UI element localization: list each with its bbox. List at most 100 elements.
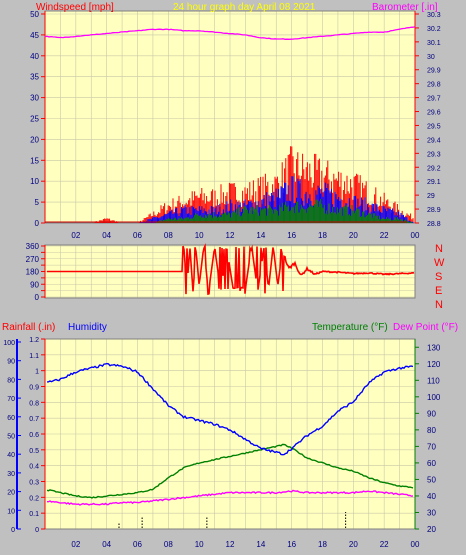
baro-y-tick-label: 29.7	[427, 96, 441, 103]
temp-x-tick-label: 12	[226, 540, 235, 549]
wind-y-tick-label: 15	[30, 156, 39, 165]
wind-x-tick-label: 18	[318, 231, 327, 240]
wind-y-tick-label: 0	[35, 219, 40, 228]
wind-x-tick-label: 22	[380, 231, 389, 240]
wind-x-tick-label: 04	[102, 231, 111, 240]
humidity-axis-label: Humidity	[68, 322, 107, 333]
humidity-series-line	[46, 362, 414, 456]
humidity-y-tick-label: 0	[11, 527, 15, 534]
temp-y-tick-label: 100	[427, 393, 441, 402]
rain-y-tick-label: 0.8	[29, 400, 39, 407]
rain-y-tick-label: 0.1	[29, 511, 39, 518]
wind-direction-line	[47, 242, 415, 296]
baro-y-tick-label: 29	[427, 193, 435, 200]
wind-series-wind-lull	[155, 199, 413, 223]
baro-y-tick-label: 29.4	[427, 137, 441, 144]
temp-x-tick-label: 10	[195, 540, 204, 549]
temperature-series-line	[46, 443, 414, 499]
temp-x-tick-label: 00	[411, 540, 420, 549]
humidity-y-tick-label: 100	[3, 340, 15, 347]
temp-y-tick-label: 90	[427, 409, 436, 418]
humidity-y-tick-label: 90	[7, 359, 15, 366]
temp-y-tick-label: 130	[427, 343, 441, 352]
humidity-y-tick-label: 60	[7, 415, 15, 422]
dir-y-tick-label: 360	[26, 242, 40, 251]
temp-x-tick-label: 04	[102, 540, 111, 549]
temp-y-tick-label: 110	[427, 376, 440, 385]
dir-y-tick-label: 90	[30, 280, 39, 289]
baro-y-tick-label: 29.5	[427, 123, 441, 130]
compass-s: S	[435, 271, 442, 283]
wind-y-tick-label: 20	[30, 135, 39, 144]
humidity-y-tick-label: 10	[7, 508, 15, 515]
wind-series-bars	[155, 199, 413, 223]
wind-y-tick-label: 10	[30, 177, 39, 186]
baro-y-tick-label: 28.9	[427, 207, 441, 214]
baro-y-tick-label: 29.6	[427, 110, 441, 117]
temp-y-tick-label: 120	[427, 360, 441, 369]
temp-x-tick-label: 02	[71, 540, 80, 549]
wind-y-tick-label: 50	[30, 10, 39, 19]
wind-y-tick-label: 5	[35, 198, 40, 207]
temp-y-tick-label: 20	[427, 525, 436, 534]
wind-x-tick-label: 00	[411, 231, 420, 240]
wind-x-tick-label: 06	[133, 231, 142, 240]
wind-y-tick-label: 25	[30, 115, 39, 124]
baro-y-tick-label: 30.2	[427, 26, 441, 33]
wind-axis-label: Windspeed [mph]	[36, 2, 114, 13]
compass-w: W	[434, 257, 445, 269]
temp-y-tick-label: 70	[427, 442, 436, 451]
dir-y-tick-label: 0	[35, 293, 40, 302]
barometer-series-line	[44, 26, 416, 40]
rain-y-tick-label: 1.1	[29, 353, 39, 360]
baro-y-tick-label: 29.8	[427, 82, 441, 89]
dewpoint-series-line	[47, 489, 414, 506]
rain-y-tick-label: 0.4	[29, 464, 39, 471]
humidity-y-tick-label: 20	[7, 490, 15, 497]
temp-y-tick-label: 40	[427, 492, 436, 501]
humidity-y-tick-label: 80	[7, 377, 15, 384]
chart-title: 24 hour graph day April 08 2021	[173, 2, 316, 13]
baro-y-tick-label: 30.3	[427, 12, 441, 19]
humidity-y-tick-label: 30	[7, 471, 15, 478]
rain-y-tick-label: 1.2	[29, 337, 39, 344]
rain-y-tick-label: 1	[35, 369, 39, 376]
rain-y-tick-label: 0.6	[29, 432, 39, 439]
temp-x-tick-label: 14	[256, 540, 265, 549]
baro-y-tick-label: 30	[427, 54, 435, 61]
wind-y-tick-label: 45	[30, 31, 39, 40]
wind-x-tick-label: 16	[287, 231, 296, 240]
compass-e: E	[435, 285, 442, 297]
compass-n-top: N	[435, 243, 443, 255]
humidity-y-tick-label: 70	[7, 396, 15, 403]
temp-y-tick-label: 50	[427, 475, 436, 484]
wind-y-tick-label: 35	[30, 73, 39, 82]
rainfall-axis-label: Rainfall (.in)	[2, 322, 55, 333]
dir-y-tick-label: 270	[26, 255, 40, 264]
wind-y-tick-label: 40	[30, 52, 39, 61]
baro-y-tick-label: 29.3	[427, 151, 441, 158]
baro-y-tick-label: 29.1	[427, 179, 441, 186]
rain-y-tick-label: 0.9	[29, 385, 39, 392]
temp-y-tick-label: 30	[427, 508, 436, 517]
wind-x-tick-label: 10	[195, 231, 204, 240]
dir-y-tick-label: 180	[26, 268, 40, 277]
rain-y-tick-label: 0.3	[29, 480, 39, 487]
temperature-axis-label: Temperature (°F)	[312, 322, 388, 333]
wind-x-tick-label: 08	[164, 231, 173, 240]
wind-x-tick-label: 14	[256, 231, 265, 240]
humidity-y-tick-label: 40	[7, 452, 15, 459]
temp-x-tick-label: 16	[287, 540, 296, 549]
temp-x-tick-label: 22	[380, 540, 389, 549]
baro-y-tick-label: 30.1	[427, 40, 441, 47]
rain-y-tick-label: 0.7	[29, 416, 39, 423]
temp-y-tick-label: 80	[427, 426, 436, 435]
temp-x-tick-label: 20	[349, 540, 358, 549]
dewpoint-axis-label: Dew Point (°F)	[393, 322, 458, 333]
wind-y-tick-label: 30	[30, 94, 39, 103]
wind-x-tick-label: 02	[71, 231, 80, 240]
temp-x-tick-label: 18	[318, 540, 327, 549]
humidity-y-tick-label: 50	[7, 434, 15, 441]
wind-x-tick-label: 12	[226, 231, 235, 240]
